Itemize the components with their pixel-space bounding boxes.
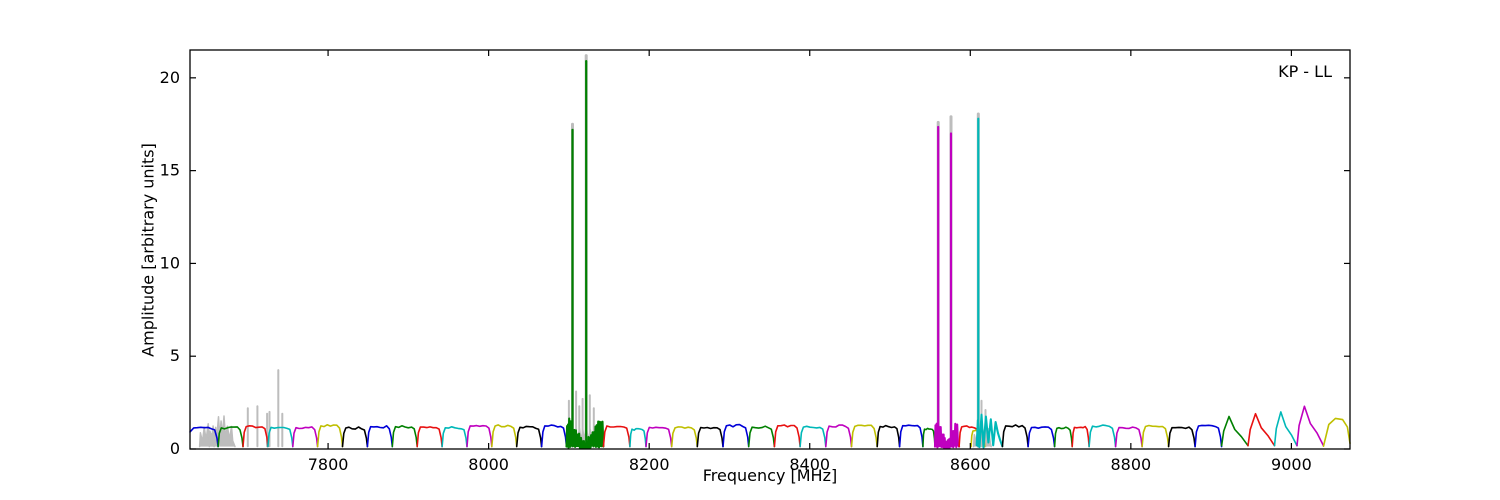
x-tick-label: 8800 [1110,455,1151,474]
bandpass-segment-b [722,423,750,448]
bandpass-segment-b [1027,426,1056,448]
bandpass-segment-b [898,424,924,448]
bandpass-segment-r [416,426,443,448]
bandpass-segment-m [466,424,493,448]
bandpass-segment-b [540,424,568,448]
bandpass-segment-r [602,425,631,448]
x-tick-label: 8400 [789,455,830,474]
bandpass-segment-k [341,426,369,448]
bandpass-segment-b [1194,424,1223,448]
bandpass-segment-r [773,424,801,448]
bandpass-segment-c [267,426,294,448]
y-tick-label: 5 [170,346,180,365]
bandpass-segment-c [1273,411,1298,447]
bandpass-segment-m [1296,405,1325,447]
bandpass-segment-b [189,426,219,448]
bandpass-segment-c [975,413,1004,449]
x-tick-label: 8000 [468,455,509,474]
bandpass-segment-r [1247,412,1276,447]
gray-hump [208,415,236,448]
bandpass-segment-m [1114,426,1143,448]
bandpass-segment-k [1167,426,1196,448]
bandpass-segment-c [1088,424,1117,448]
y-tick-label: 10 [160,253,180,272]
bandpass-segment-c [441,426,468,448]
bandpass-segment-y [1322,417,1351,447]
bandpass-segment-k [876,424,901,448]
bandpass-segment-g [391,425,418,448]
bandpass-segment-m [825,424,853,448]
bandpass-segment-r [1071,425,1090,448]
y-tick-label: 15 [160,161,180,180]
corner-label: KP - LL [1278,62,1332,81]
x-tick-label: 8200 [629,455,670,474]
x-tick-label: 7800 [308,455,349,474]
bandpass-segment-y [1141,424,1170,448]
bandpass-segment-y [850,424,878,448]
bandpass-segment-g [922,427,936,448]
bandpass-segment-r [242,425,269,448]
x-tick-label: 8600 [950,455,991,474]
bandpass-segment-c [799,425,827,448]
y-tick-label: 0 [170,439,180,458]
bandpass-segment-k [515,425,543,448]
bandpass-segment-c [629,427,647,448]
bandpass-segment-y [316,424,344,448]
y-axis-label: Amplitude [arbitrary units] [138,143,158,357]
x-tick-label: 9000 [1271,455,1312,474]
bandpass-segment-g [747,425,776,448]
bandpass-segment-g [217,426,244,448]
bandpass-segment-m [645,426,673,448]
bandpass-segment-y [670,426,699,448]
bandpass-segment-m [292,426,319,448]
bandpass-segment-k [696,426,724,448]
bandpass-segment-y [491,424,518,448]
plot-frame [189,49,1351,450]
y-tick-label: 20 [160,68,180,87]
bandpass-segment-g [1053,426,1073,448]
bandpass-segment-g [1220,415,1249,447]
bandpass-segment-b [366,425,394,448]
bandpass-segment-k [1001,424,1029,448]
x-axis-label: Frequency [MHz] [702,466,838,485]
